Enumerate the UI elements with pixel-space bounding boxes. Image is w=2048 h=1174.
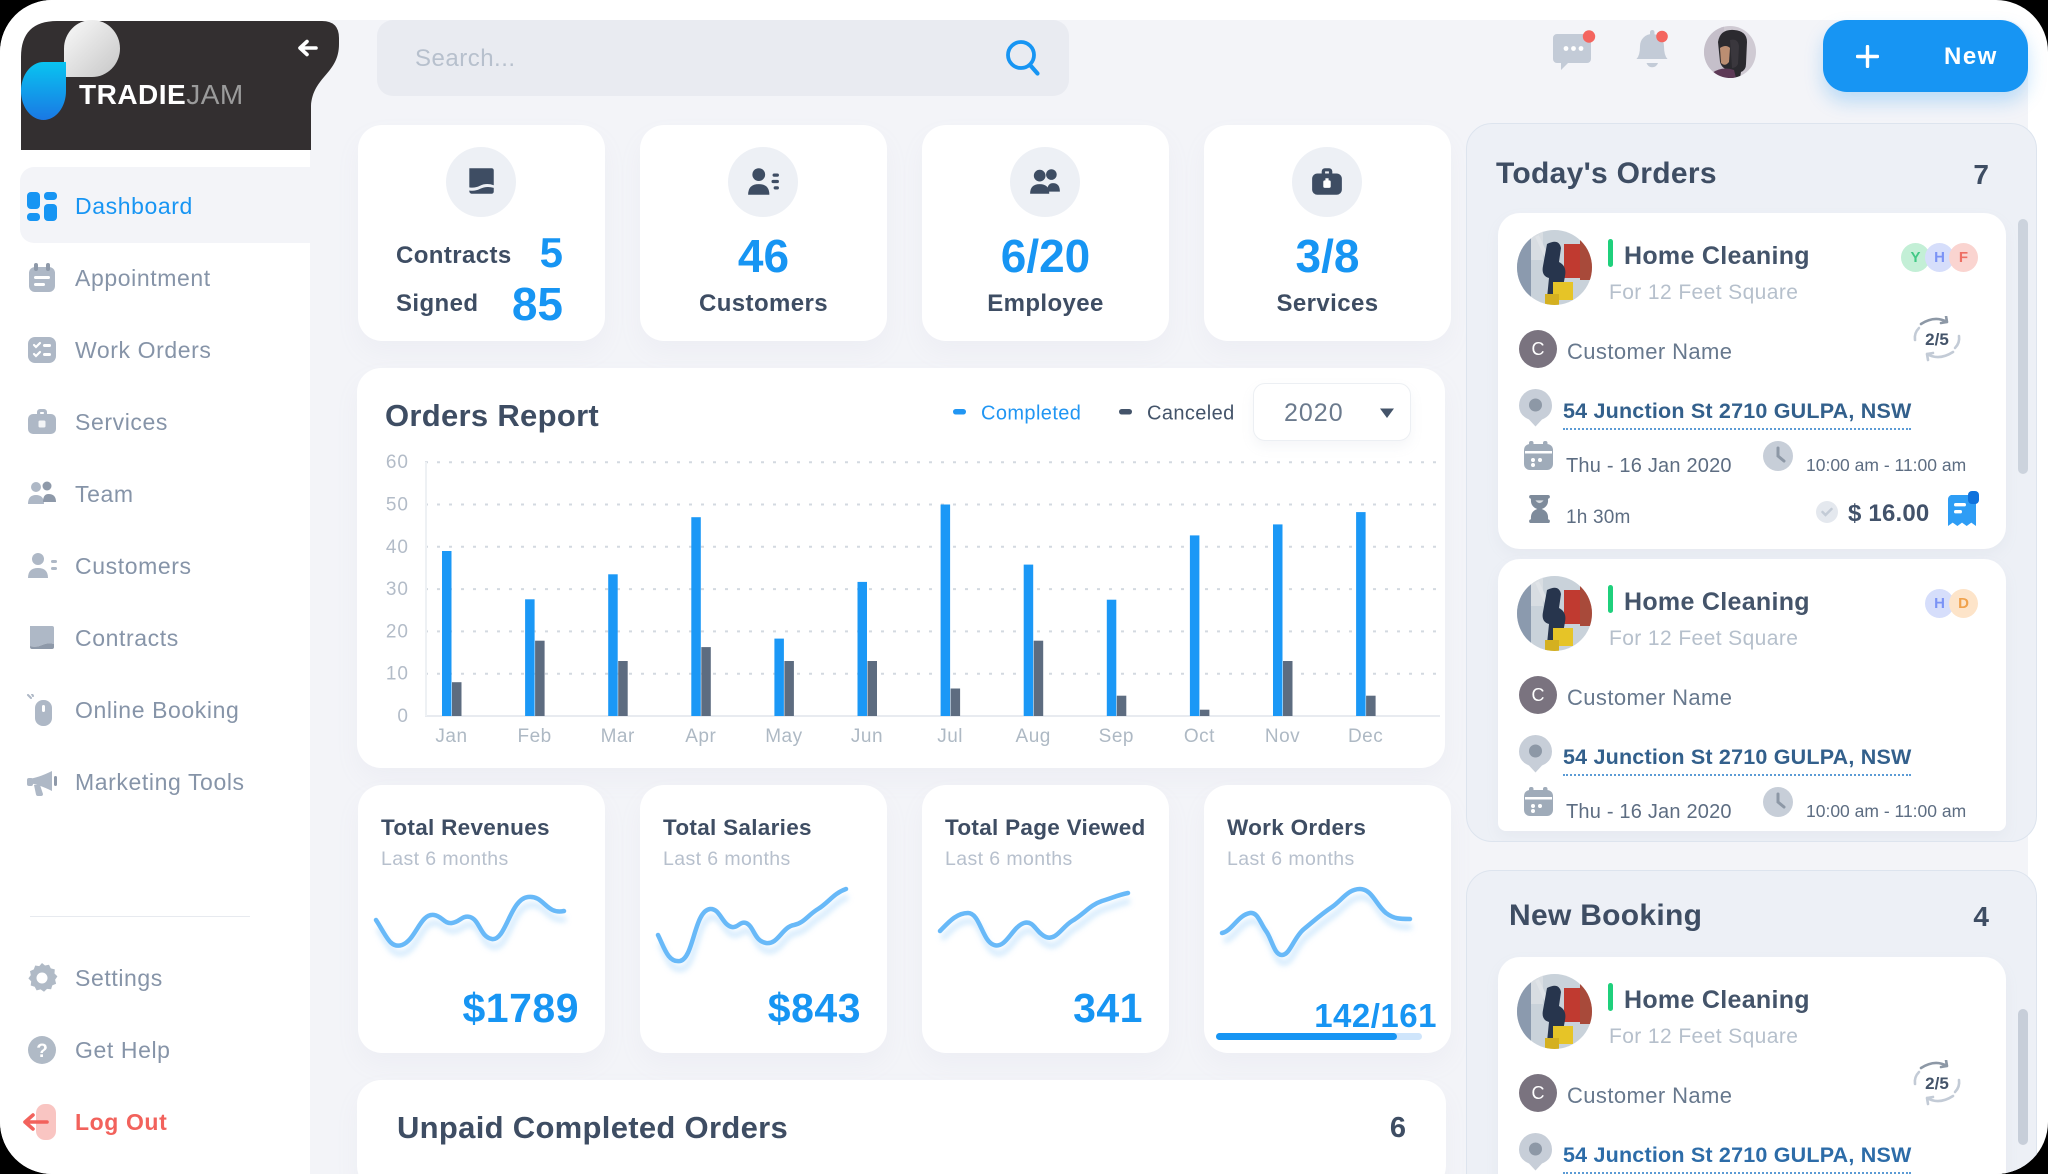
svg-text:Feb: Feb bbox=[517, 726, 551, 747]
svg-text:May: May bbox=[765, 726, 802, 747]
svg-text:20: 20 bbox=[386, 621, 409, 642]
svg-text:Oct: Oct bbox=[1184, 726, 1215, 747]
svg-text:0: 0 bbox=[397, 706, 409, 727]
svg-text:TRADIEJAM: TRADIEJAM bbox=[79, 79, 244, 110]
svg-text:Jul: Jul bbox=[937, 726, 963, 747]
svg-text:Dec: Dec bbox=[1348, 726, 1383, 747]
svg-text:?: ? bbox=[36, 1041, 48, 1062]
svg-text:40: 40 bbox=[386, 537, 409, 558]
svg-text:Sep: Sep bbox=[1099, 726, 1134, 747]
svg-text:Nov: Nov bbox=[1265, 726, 1300, 747]
svg-text:60: 60 bbox=[386, 452, 409, 473]
svg-text:Completed: Completed bbox=[981, 403, 1081, 425]
svg-text:Aug: Aug bbox=[1016, 726, 1051, 747]
svg-text:Canceled: Canceled bbox=[1147, 403, 1235, 425]
svg-text:30: 30 bbox=[386, 579, 409, 600]
svg-text:Apr: Apr bbox=[685, 726, 716, 747]
svg-text:Jun: Jun bbox=[851, 726, 883, 747]
svg-text:50: 50 bbox=[386, 495, 409, 516]
svg-text:10: 10 bbox=[386, 664, 409, 685]
svg-text:Mar: Mar bbox=[601, 726, 635, 747]
svg-text:Jan: Jan bbox=[435, 726, 467, 747]
